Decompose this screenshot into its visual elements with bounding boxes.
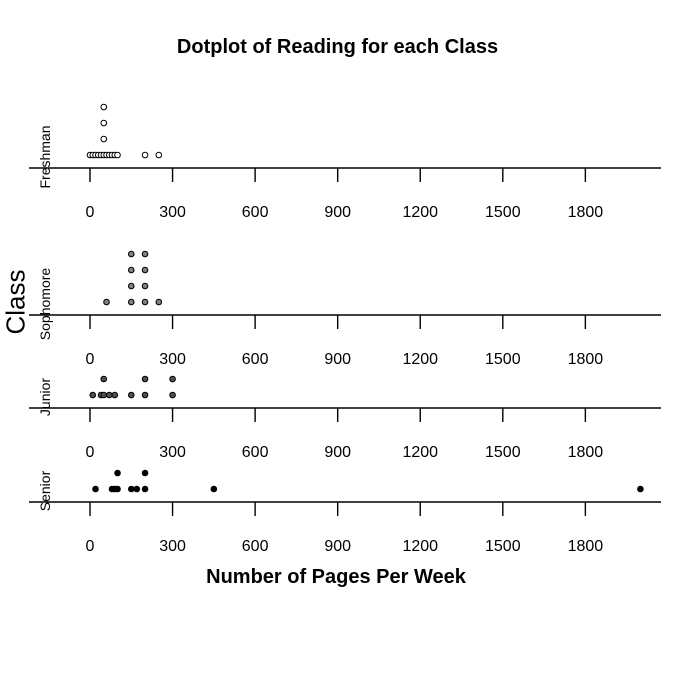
x-tick-label-sophomore-300: 300: [159, 351, 186, 368]
x-tick-label-sophomore-1200: 1200: [402, 351, 438, 368]
panel-label-senior: Senior: [37, 470, 53, 511]
x-tick-label-senior-1500: 1500: [485, 538, 521, 555]
x-tick-label-freshman-300: 300: [159, 204, 186, 221]
data-point-senior-5: [127, 485, 135, 493]
x-tick-label-freshman-900: 900: [324, 204, 351, 221]
data-point-senior-7: [141, 485, 149, 493]
data-point-junior-6: [127, 391, 135, 399]
x-tick-label-senior-300: 300: [159, 538, 186, 555]
data-point-junior-8: [141, 375, 149, 383]
x-tick-label-junior-0: 0: [86, 444, 95, 461]
panel-label-junior: Junior: [37, 378, 53, 416]
data-point-sophomore-8: [141, 250, 149, 258]
x-axis-label: Number of Pages Per Week: [206, 566, 466, 588]
data-point-junior-9: [169, 391, 176, 399]
x-tick-label-freshman-1800: 1800: [568, 204, 604, 221]
data-point-junior-10: [169, 375, 176, 383]
x-tick-label-freshman-0: 0: [86, 204, 95, 221]
data-point-junior-4: [105, 391, 113, 399]
data-point-junior-5: [111, 391, 119, 399]
data-point-freshman-6: [100, 135, 108, 143]
data-point-sophomore-2: [127, 282, 135, 290]
x-tick-label-sophomore-600: 600: [242, 351, 269, 368]
x-tick-label-junior-300: 300: [159, 444, 186, 461]
data-point-sophomore-1: [127, 298, 135, 306]
data-point-sophomore-4: [127, 250, 135, 258]
data-point-senior-4: [114, 469, 121, 477]
x-tick-label-junior-600: 600: [242, 444, 269, 461]
data-point-freshman-13: [114, 151, 121, 159]
data-point-sophomore-6: [141, 282, 149, 290]
x-tick-label-senior-0: 0: [86, 538, 95, 555]
data-point-senior-10: [637, 485, 644, 493]
data-point-junior-3: [100, 375, 108, 383]
x-tick-label-senior-600: 600: [242, 538, 269, 555]
x-tick-label-junior-1200: 1200: [402, 444, 438, 461]
data-point-sophomore-3: [127, 266, 135, 274]
data-point-senior-0: [92, 485, 99, 493]
data-point-senior-3: [114, 485, 121, 493]
chart-title: Dotplot of Reading for each Class: [176, 36, 499, 58]
x-tick-label-senior-1800: 1800: [568, 538, 604, 555]
data-point-senior-8: [141, 469, 149, 477]
x-tick-label-freshman-1200: 1200: [402, 204, 438, 221]
data-point-junior-0: [89, 391, 97, 399]
data-point-senior-6: [133, 485, 141, 493]
x-tick-label-sophomore-1800: 1800: [568, 351, 604, 368]
x-tick-label-freshman-1500: 1500: [485, 204, 521, 221]
data-point-sophomore-5: [141, 298, 149, 306]
x-tick-label-junior-900: 900: [324, 444, 351, 461]
x-tick-label-freshman-600: 600: [242, 204, 269, 221]
data-point-freshman-8: [100, 103, 108, 111]
data-point-freshman-7: [100, 119, 108, 127]
x-tick-label-sophomore-1500: 1500: [485, 351, 521, 368]
x-tick-label-junior-1800: 1800: [568, 444, 604, 461]
data-point-sophomore-9: [155, 298, 163, 306]
x-tick-label-sophomore-900: 900: [324, 351, 351, 368]
data-point-freshman-15: [155, 151, 163, 159]
data-point-senior-9: [210, 485, 218, 493]
x-tick-label-senior-1200: 1200: [402, 538, 438, 555]
data-point-freshman-14: [141, 151, 149, 159]
panel-label-freshman: Freshman: [37, 125, 53, 188]
x-tick-label-junior-1500: 1500: [485, 444, 521, 461]
data-point-junior-7: [141, 391, 149, 399]
x-tick-label-senior-900: 900: [324, 538, 351, 555]
data-point-sophomore-7: [141, 266, 149, 274]
data-point-sophomore-0: [103, 298, 110, 306]
data-point-junior-2: [100, 391, 108, 399]
panel-label-sophomore: Sophomore: [37, 268, 53, 341]
x-tick-label-sophomore-0: 0: [86, 351, 95, 368]
